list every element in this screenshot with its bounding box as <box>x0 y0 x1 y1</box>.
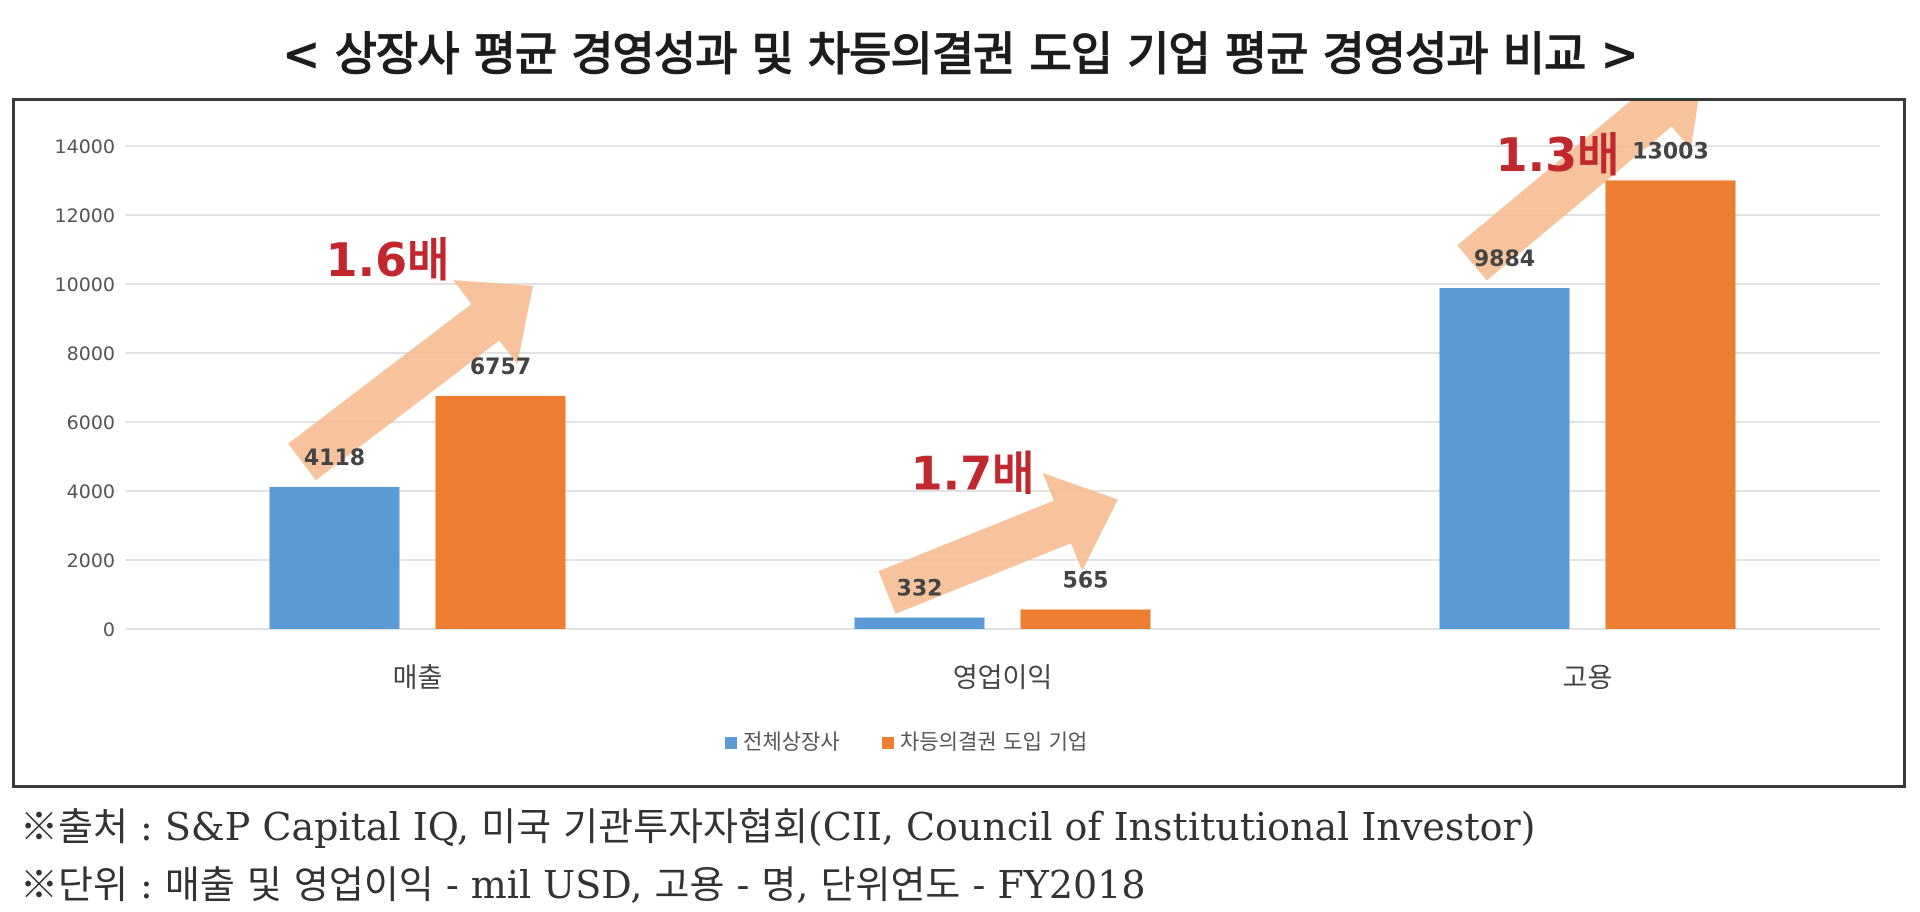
chart-title: < 상장사 평균 경영성과 및 차등의결권 도입 기업 평균 경영성과 비교 > <box>282 27 1639 81</box>
trend-arrow <box>1457 101 1699 281</box>
trend-arrow <box>288 280 533 481</box>
y-tick-label: 0 <box>103 619 115 641</box>
bar <box>1020 609 1151 629</box>
ratio-annotation: 1.7배 <box>911 447 1035 501</box>
unit-note: ※단위 : 매출 및 영업이익 - mil USD, 고용 - 명, 단위연도 … <box>20 863 1146 907</box>
x-category-label: 고용 <box>1563 663 1613 694</box>
y-tick-label: 8000 <box>67 343 115 365</box>
source-note: ※출처 : S&P Capital IQ, 미국 기관투자자협회(CII, Co… <box>20 805 1536 849</box>
value-label: 9884 <box>1474 247 1535 272</box>
y-tick-label: 10000 <box>55 274 115 296</box>
y-tick-label: 4000 <box>67 481 115 503</box>
y-tick-label: 2000 <box>67 550 115 572</box>
x-category-label: 영업이익 <box>953 663 1052 694</box>
ratio-annotation: 1.6배 <box>326 233 450 287</box>
bar <box>854 617 985 629</box>
value-label: 4118 <box>304 446 365 471</box>
legend-swatch <box>882 737 894 749</box>
chart-frame: 0 2000 4000 6000 8000 10000 12000 14000 매출 영업이익 고용… <box>12 98 1906 788</box>
legend-swatch <box>725 737 737 749</box>
bar <box>435 395 566 629</box>
value-label: 565 <box>1063 569 1109 594</box>
value-label: 13003 <box>1632 139 1709 164</box>
bar <box>269 486 400 629</box>
legend-label: 전체상장사 <box>743 730 840 754</box>
value-label: 6757 <box>470 355 531 380</box>
bar <box>1605 180 1736 630</box>
y-tick-label: 14000 <box>55 136 115 158</box>
trend-arrow <box>878 472 1118 614</box>
bar <box>1439 288 1570 629</box>
y-tick-label: 12000 <box>55 205 115 227</box>
legend-label: 차등의결권 도입 기업 <box>900 730 1087 754</box>
y-tick-label: 6000 <box>67 412 115 434</box>
x-category-label: 매출 <box>393 663 443 694</box>
ratio-annotation: 1.3배 <box>1496 128 1620 182</box>
value-label: 332 <box>897 577 943 602</box>
bar-chart: 0 2000 4000 6000 8000 10000 12000 14000 매출 영업이익 고용… <box>55 101 1880 754</box>
